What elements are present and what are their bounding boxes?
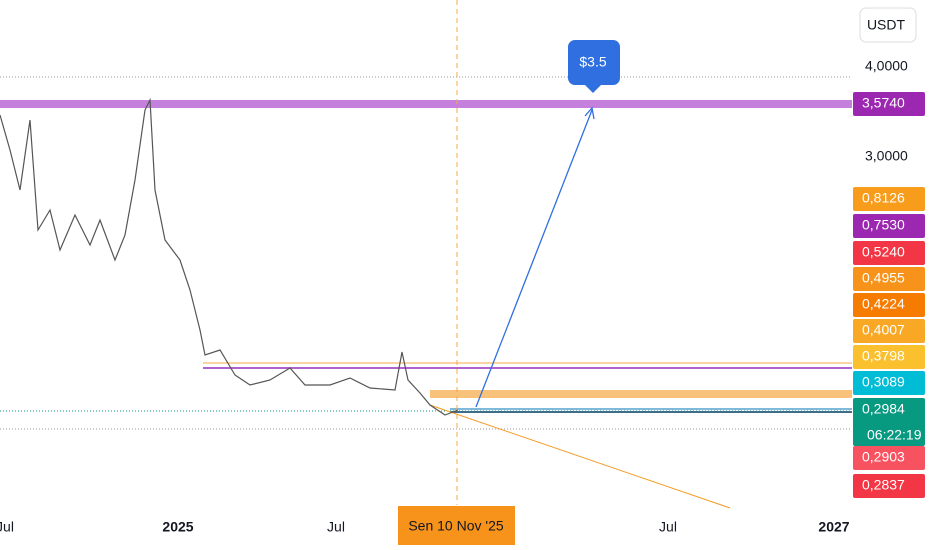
price-tag: 0,8126 — [862, 190, 905, 206]
price-tag: 0,4224 — [862, 296, 905, 312]
price-tag-bg — [853, 474, 925, 498]
price-tag-bg — [853, 345, 925, 369]
price-tag: 0,5240 — [862, 244, 905, 260]
crosshair-box — [398, 506, 515, 545]
target-arrow — [475, 109, 593, 408]
price-tag: 0,2837 — [862, 477, 905, 493]
price-tag-bg — [853, 293, 925, 317]
trend-line — [429, 404, 731, 509]
arrow-head — [584, 106, 595, 120]
price-tag-bg — [853, 319, 925, 343]
price-tag: 0,3089 — [862, 374, 905, 390]
resistance-band — [0, 100, 852, 108]
price-tag-bg — [853, 398, 925, 446]
price-level: 4,0000 — [865, 58, 908, 74]
currency-box[interactable] — [859, 7, 917, 43]
callout — [568, 40, 620, 93]
price-level: 3,0000 — [865, 148, 908, 164]
price-tag-bg — [853, 241, 925, 265]
time-label: 2025 — [162, 519, 193, 535]
time-label: Jul — [327, 519, 345, 535]
price-tag-bg — [853, 446, 925, 470]
price-tag: 0,2984 — [862, 401, 905, 417]
price-tag: 0,4007 — [862, 322, 905, 338]
price-tag-bg — [853, 267, 925, 291]
time-label: 2027 — [818, 519, 849, 535]
countdown: 06:22:19 — [867, 427, 922, 443]
price-tag-bg — [853, 371, 925, 395]
price-tag: 3,5740 — [862, 95, 905, 111]
price-tag-bg — [853, 92, 925, 116]
price-tag: 0,4955 — [862, 270, 905, 286]
crosshair-date: Sen 10 Nov '25 — [408, 518, 504, 534]
price-tag: 0,7530 — [862, 217, 905, 233]
support-band — [430, 390, 852, 398]
time-label: Jul — [0, 519, 14, 535]
price-tag-bg — [853, 214, 925, 238]
time-label: Jul — [659, 519, 677, 535]
annotation: $3.5 — [579, 54, 606, 70]
price-path — [0, 97, 459, 416]
price-tag-bg — [853, 187, 925, 211]
currency: USDT — [867, 17, 906, 33]
price-tag: 0,2903 — [862, 449, 905, 465]
price-tag: 0,3798 — [862, 348, 905, 364]
